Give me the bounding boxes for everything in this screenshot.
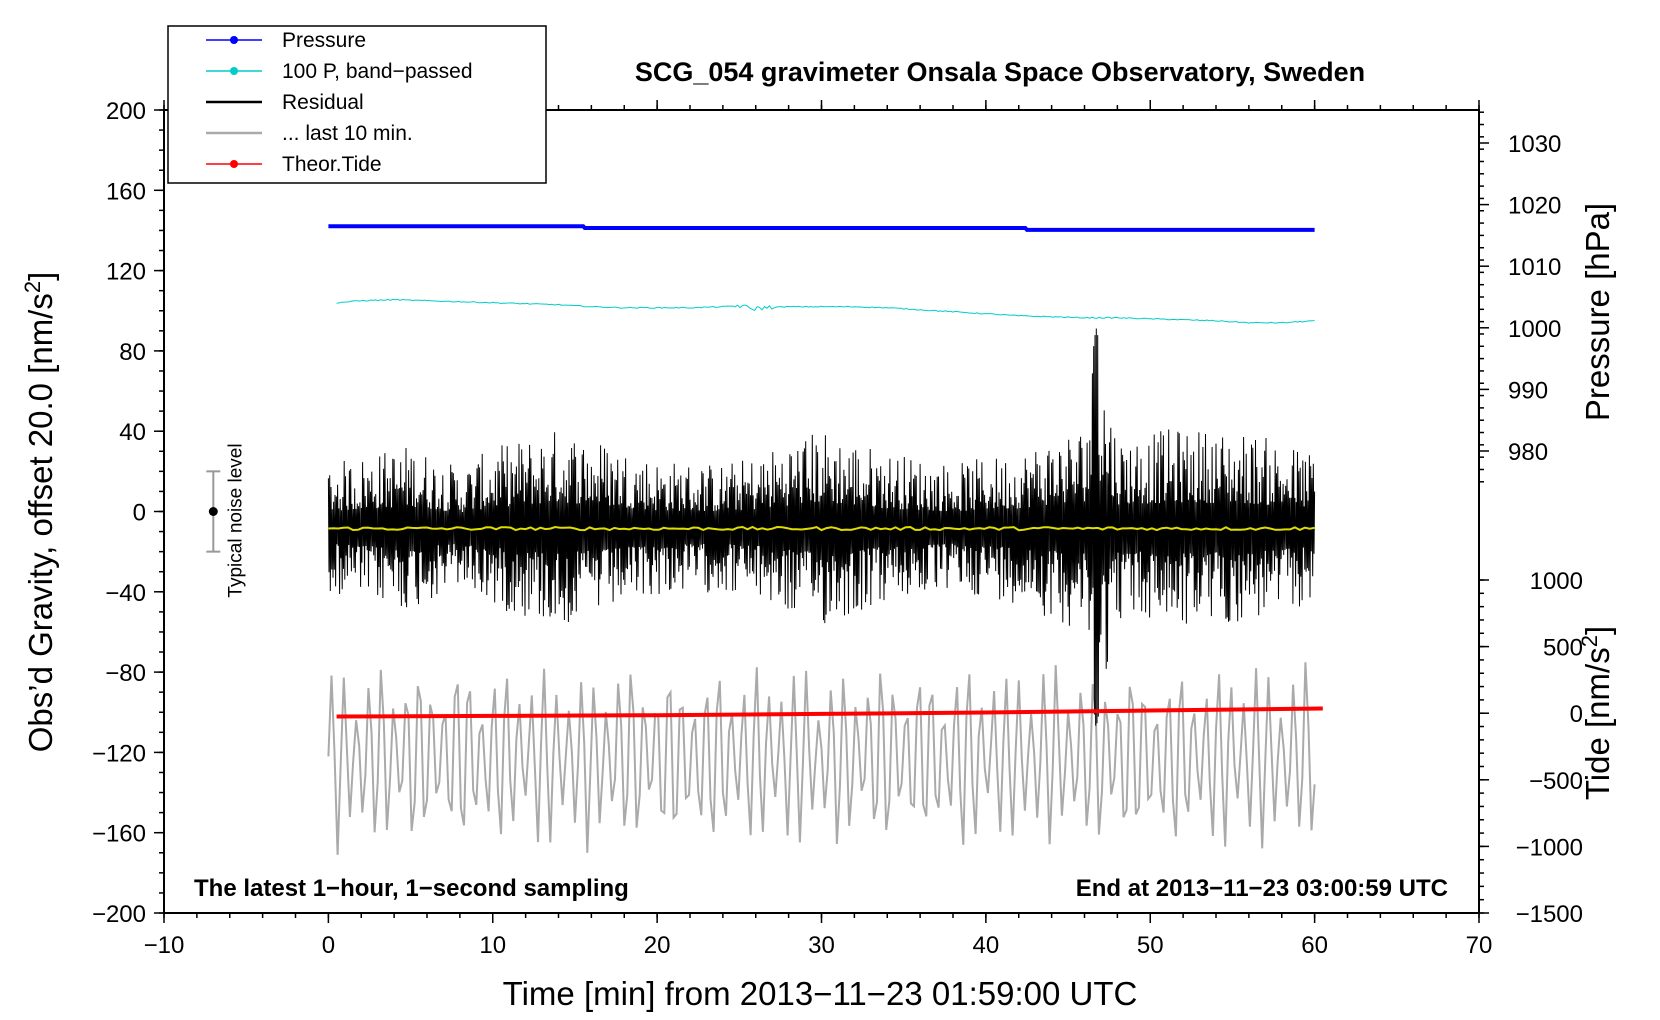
pressure-tick-label: 1020 (1508, 193, 1561, 220)
x-tick-label: 60 (1301, 932, 1328, 959)
x-tick-label: 70 (1466, 932, 1493, 959)
y-tick-label: −200 (92, 901, 146, 928)
chart-title: SCG_054 gravimeter Onsala Space Observat… (635, 57, 1365, 87)
y-tick-label: 160 (106, 178, 146, 205)
tide-tick-label: −1500 (1516, 901, 1583, 928)
pressure-tick-label: 1030 (1508, 131, 1561, 158)
x-tick-label: −10 (144, 932, 185, 959)
legend-label: ... last 10 min. (282, 122, 413, 145)
y-axis-tide: 1000 500 0 −500 −1000 −1500 (1479, 568, 1583, 928)
legend: Pressure 100 P, band−passed Residual ... la… (167, 25, 547, 184)
x-tick-label: 10 (479, 932, 506, 959)
pressure-axis-title: Pressure [hPa] (1579, 203, 1616, 421)
x-tick-label: 20 (644, 932, 671, 959)
legend-label: Residual (282, 91, 364, 114)
noise-bar (206, 470, 221, 553)
legend-swatch-dot (230, 36, 238, 44)
annotation-bottom-left: The latest 1−hour, 1−second sampling (194, 875, 629, 902)
series-residual-mean-line (328, 525, 1315, 532)
legend-label: Pressure (282, 29, 366, 52)
x-tick-label: 50 (1137, 932, 1164, 959)
series-pressure-line (328, 224, 1315, 232)
tide-tick-label: −500 (1529, 768, 1583, 795)
pressure-tick-label: 1000 (1508, 316, 1561, 343)
tide-axis-title: Tide [nm/s2] (1577, 626, 1616, 800)
legend-swatch-dot (230, 160, 238, 168)
noise-label: Typical noise level (225, 443, 246, 597)
y-axis-gravity: 200 160 120 80 40 0 −40 −80 −120 −160 −200 (92, 98, 164, 928)
y-axis-pressure: 1030 1020 1010 1000 990 980 (1479, 111, 1561, 483)
y-tick-label: 0 (133, 500, 146, 527)
y-tick-label: 120 (106, 259, 146, 286)
legend-box (167, 25, 547, 184)
pressure-tick-label: 990 (1508, 377, 1548, 404)
x-axis-title: Time [min] from 2013−11−23 01:59:00 UTC (503, 975, 1138, 1012)
y-tick-label: −80 (105, 660, 146, 687)
series-residual-line (327, 328, 1316, 726)
y-tick-label: 80 (119, 339, 146, 366)
pressure-tick-label: 980 (1508, 439, 1548, 466)
tide-tick-label: 1000 (1530, 568, 1583, 595)
x-tick-label: 30 (808, 932, 835, 959)
y-tick-label: −160 (92, 821, 146, 848)
tide-tick-label: 500 (1543, 635, 1583, 662)
tide-axis-title-main: Tide [nm/s (1579, 647, 1616, 800)
annotation-bottom-right: End at 2013−11−23 03:00:59 UTC (1076, 875, 1448, 902)
y-axis-title-end: ] (22, 272, 59, 281)
series-tide-line (336, 706, 1323, 719)
tide-tick-label: 0 (1570, 701, 1583, 728)
pressure-tick-label: 1010 (1508, 254, 1561, 281)
legend-label: Theor.Tide (282, 153, 382, 176)
series-band-passed-line (336, 298, 1315, 324)
tide-axis-title-sup: 2 (1577, 635, 1602, 647)
y-tick-label: −120 (92, 740, 146, 767)
legend-swatch-dot (230, 67, 238, 75)
y-tick-label: −40 (105, 580, 146, 607)
x-tick-label: 40 (973, 932, 1000, 959)
y-tick-label: 200 (106, 98, 146, 125)
series-layer (327, 224, 1323, 855)
y-axis-title-main: Obs’d Gravity, offset 20.0 [nm/s (22, 293, 59, 752)
tide-tick-label: −1000 (1516, 834, 1583, 861)
x-axis: −10 0 10 20 30 40 50 60 70 (144, 100, 1493, 959)
y-tick-label: 40 (119, 419, 146, 446)
tide-axis-title-end: ] (1579, 626, 1616, 635)
y-axis-title: Obs’d Gravity, offset 20.0 [nm/s2] (20, 272, 59, 753)
y-axis-title-sup: 2 (20, 281, 45, 293)
x-tick-label: 0 (322, 932, 335, 959)
legend-label: 100 P, band−passed (282, 60, 473, 83)
noise-bar-center-dot (208, 507, 218, 516)
